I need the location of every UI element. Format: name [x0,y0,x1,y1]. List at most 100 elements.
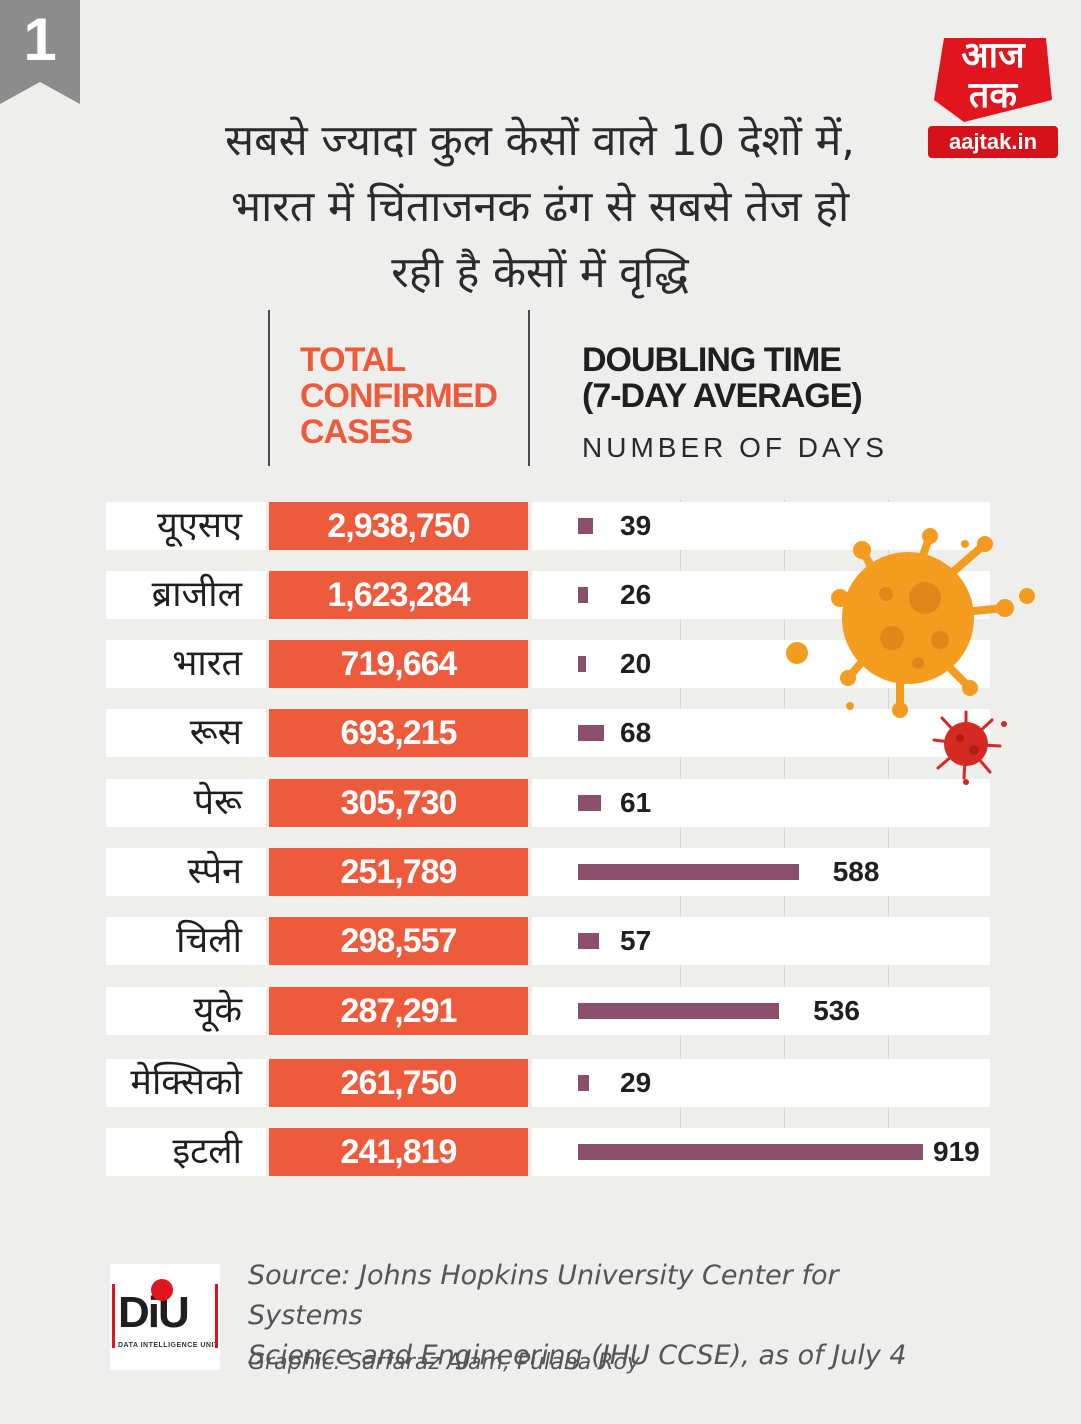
chart-row: यूके 287,291 536 [0,987,1081,1035]
country-cell: चिली [106,917,266,965]
total-cases-value: 298,557 [340,922,458,960]
doubling-value-label: 919 [933,1136,980,1167]
doubling-bar [578,795,601,811]
country-cell: यूके [106,987,266,1035]
total-header-line-3: CASES [300,413,413,451]
doubling-bar [578,1075,589,1091]
country-cell: इटली [106,1128,266,1176]
total-cases-cell: 305,730 [269,779,528,827]
doubling-value-label: 588 [832,856,880,887]
total-cases-cell: 241,819 [269,1128,528,1176]
total-cases-value: 287,291 [340,992,458,1030]
doubling-bar [578,864,799,880]
total-cases-cell: 1,623,284 [269,571,528,619]
doubling-cell [532,502,990,550]
header-divider-left [268,310,270,466]
country-cell: भारत [106,640,266,688]
doubling-gridline [680,500,681,1174]
country-label: भारत [172,643,242,684]
doubling-value-label: 29 [620,1067,652,1098]
doubling-bar [578,933,600,949]
chart-number-badge: 1 [0,0,80,104]
aajtak-logo: आज तक aajtak.in [928,30,1058,158]
coronavirus-dot-icon [786,642,808,664]
doubling-value-label: 68 [620,717,652,748]
doubling-cell [532,779,990,827]
doubling-bar [578,656,586,672]
country-label: यूके [193,990,242,1031]
diu-bracket-right [215,1284,218,1348]
doubling-cell [532,917,990,965]
doubling-gridline [888,500,889,1174]
doubling-cell [532,709,990,757]
title-line-1: सबसे ज्यादा कुल केसों वाले 10 देशों में, [225,116,855,166]
chart-row: स्पेन 251,789 588 [0,848,1081,896]
total-cases-cell: 261,750 [269,1059,528,1107]
doubling-bar [578,518,593,534]
doubling-bar [578,725,604,741]
chart-row: मेक्सिको 261,750 29 [0,1059,1081,1107]
country-cell: रूस [106,709,266,757]
diu-logo-subtext: DATA INTELLIGENCE UNIT [118,1342,219,1349]
chart-row: यूएसए 2,938,750 39 [0,502,1081,550]
doubling-value-label: 20 [620,648,652,679]
country-label: चिली [176,920,242,961]
title-line-2: भारत में चिंताजनक ढंग से सबसे तेज हो [230,182,850,232]
country-label: इटली [172,1131,242,1172]
country-label: मेक्सिको [130,1062,242,1103]
logo-domain-text: aajtak.in [928,126,1058,158]
total-cases-header: TOTAL CONFIRMED CASES [300,341,498,451]
total-cases-cell: 2,938,750 [269,502,528,550]
doubling-value-label: 536 [813,995,860,1026]
source-line-2: Science and Engineering (JHU CCSE), as o… [248,1340,907,1371]
source-note: Source: Johns Hopkins University Center … [248,1256,948,1376]
doubling-value-label: 39 [620,510,652,541]
doubling-header-line-1: DOUBLING TIME [582,341,842,379]
total-cases-value: 305,730 [340,784,458,822]
country-cell: पेरू [106,779,266,827]
header-divider-right [528,310,530,466]
graphic-credit: Graphic: Sarfaraz Alam, Pulaha Roy [248,1350,640,1375]
total-header-line-2: CONFIRMED [300,377,498,415]
total-cases-cell: 693,215 [269,709,528,757]
total-cases-cell: 298,557 [269,917,528,965]
source-line-1: Source: Johns Hopkins University Center … [248,1260,839,1331]
doubling-bar [578,1144,923,1160]
doubling-time-header: DOUBLING TIME (7-DAY AVERAGE) [582,341,863,415]
country-cell: स्पेन [106,848,266,896]
country-label: ब्राजील [151,574,242,615]
coronavirus-large-icon [831,528,1035,718]
total-cases-value: 241,819 [340,1133,458,1171]
total-cases-cell: 719,664 [269,640,528,688]
chart-row: रूस 693,215 68 [0,709,1081,757]
doubling-value-label: 61 [620,787,652,818]
chart-number: 1 [23,6,57,73]
doubling-value-label: 57 [620,925,652,956]
total-cases-cell: 251,789 [269,848,528,896]
brain-icon [151,1279,173,1301]
logo-script-text: आज तक [961,35,1025,116]
doubling-bar [578,587,588,603]
total-cases-value: 251,789 [340,853,458,891]
total-header-line-1: TOTAL [300,341,406,379]
doubling-header-line-2: (7-DAY AVERAGE) [582,377,863,415]
total-cases-value: 693,215 [340,714,458,752]
doubling-axis-label: NUMBER OF DAYS [582,432,888,463]
doubling-gridline [784,500,785,1174]
country-cell: मेक्सिको [106,1059,266,1107]
country-cell: ब्राजील [106,571,266,619]
chart-row: पेरू 305,730 61 [0,779,1081,827]
total-cases-value: 2,938,750 [327,507,470,545]
doubling-cell [532,1059,990,1107]
chart-title: सबसे ज्यादा कुल केसों वाले 10 देशों में,… [160,108,920,306]
total-cases-value: 719,664 [340,645,458,683]
total-cases-value: 1,623,284 [327,576,470,614]
country-label: यूएसए [156,505,242,546]
country-label: पेरू [193,782,242,823]
diu-bracket-left [112,1284,115,1348]
total-cases-value: 261,750 [340,1064,458,1102]
country-label: रूस [189,712,242,753]
logo-red-shape [934,38,1052,122]
title-line-3: रही है केसों में वृद्धि [391,248,689,298]
doubling-value-label: 26 [620,579,652,610]
